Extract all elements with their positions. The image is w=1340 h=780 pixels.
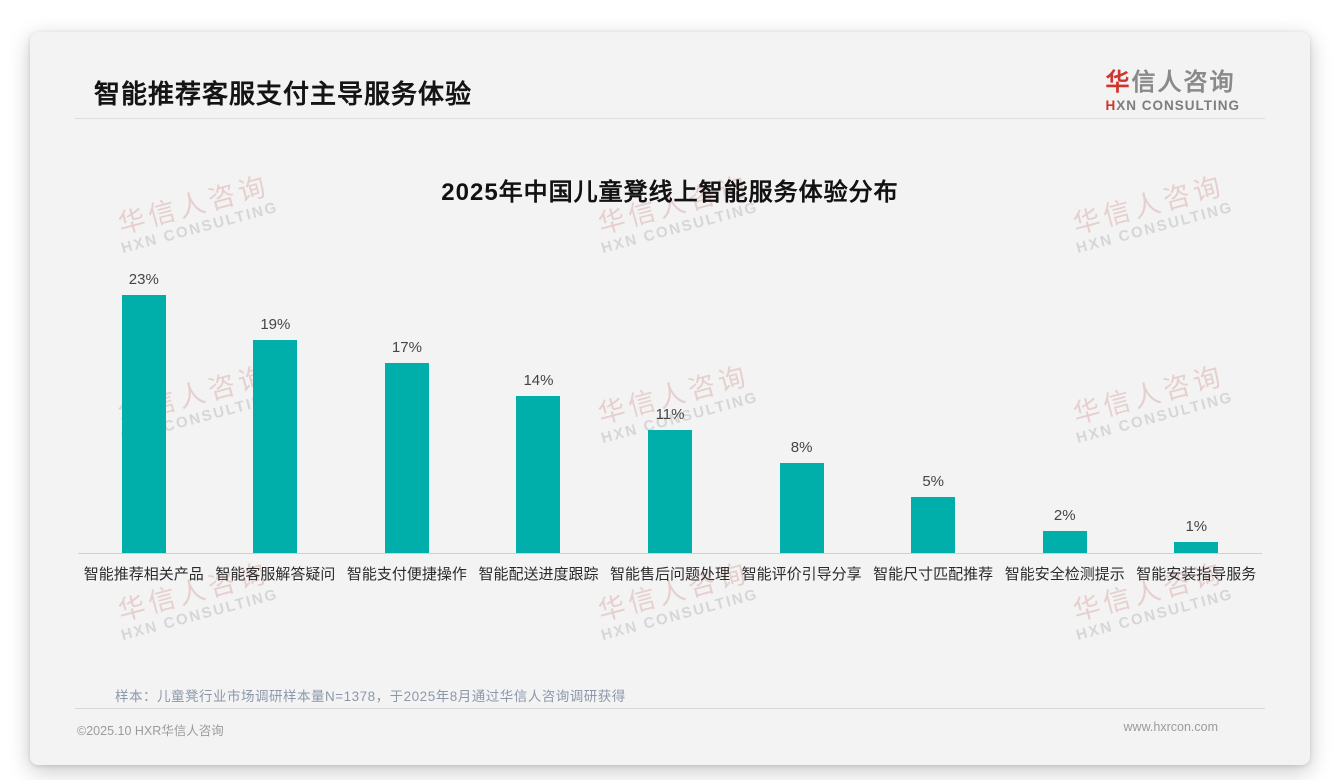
bar-group: 19% [210,316,342,553]
header-divider [75,118,1265,119]
footer-copyright: ©2025.10 HXR华信人咨询 [77,724,224,738]
bar-group: 2% [999,507,1131,553]
footer-website: www.hxrcon.com [1123,720,1218,734]
bar [1042,531,1087,553]
bar [384,363,429,553]
x-axis-label: 智能尺寸匹配推荐 [873,566,994,583]
bar [648,430,693,553]
report-card: 华信人咨询 HXN CONSULTING 华信人咨询 HXN CONSULTING 华信… [30,32,1310,765]
bar-group: 17% [341,339,473,553]
bar [516,396,561,553]
x-axis-label: 智能推荐相关产品 [83,566,204,583]
bar-group: 14% [473,372,605,553]
x-axis-label: 智能售后问题处理 [610,566,731,583]
bar-value-label: 1% [1185,518,1208,535]
bar [121,295,166,553]
bar-group: 1% [1131,518,1263,553]
bar-group: 11% [604,406,736,553]
x-axis-label: 智能配送进度跟踪 [478,566,599,583]
bar [1174,542,1219,553]
bar-value-label: 8% [790,439,813,456]
bar [911,497,956,553]
x-axis-label: 智能支付便捷操作 [346,566,467,583]
bar-value-label: 11% [655,406,685,423]
x-axis-label: 智能评价引导分享 [741,566,862,583]
plot-area: 23% 19% 17% 14% 11% 8% 5% 2% 1% [78,264,1262,554]
x-axis-labels: 智能推荐相关产品 智能客服解答疑问 智能支付便捷操作 智能配送进度跟踪 智能售后问题处理… [78,563,1262,584]
x-axis-label: 智能安装指导服务 [1136,566,1257,583]
bar-value-label: 23% [128,271,159,288]
chart-title: 2025年中国儿童凳线上智能服务体验分布 [441,179,899,206]
bar-value-label: 17% [391,339,422,356]
bar-value-label: 19% [260,316,291,333]
bar-value-label: 2% [1053,507,1076,524]
bar-group: 8% [736,439,868,553]
bar-group: 23% [78,271,210,553]
bar-value-label: 5% [922,473,944,490]
bar [253,340,298,553]
bar [779,463,824,553]
brand-logo: 华信人咨询 HXN CONSULTING [1106,62,1241,113]
brand-logo-en: HXN CONSULTING [1105,98,1240,113]
x-axis-label: 智能客服解答疑问 [215,566,336,583]
x-axis-label: 智能安全检测提示 [1004,566,1125,583]
bar-group: 5% [867,473,999,553]
page-title: 智能推荐客服支付主导服务体验 [94,79,473,109]
brand-logo-cn: 华信人咨询 [1105,69,1236,96]
bar-value-label: 14% [523,372,554,389]
sample-note: 样本：儿童凳行业市场调研样本量N=1378，于2025年8月通过华信人咨询调研获… [115,689,626,704]
footer-divider [75,708,1265,709]
